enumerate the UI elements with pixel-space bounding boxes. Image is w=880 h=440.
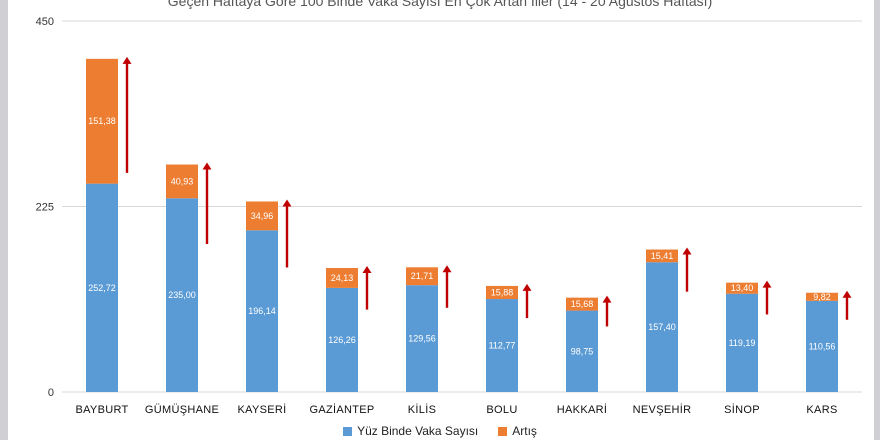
bar-1-8 (726, 282, 758, 294)
x-tick-label-2: KAYSERİ (238, 403, 287, 416)
y-tick-label-1: 225 (36, 202, 54, 214)
bar-0-1 (166, 198, 198, 392)
legend-label-series-0: Yüz Binde Vaka Sayısı (357, 424, 479, 438)
arrow-head-2 (282, 199, 292, 207)
bar-1-7 (646, 249, 678, 263)
data-label-0-0: 252,72 (88, 283, 116, 293)
data-label-0-2: 196,14 (248, 306, 276, 316)
legend-item-series-0: Yüz Binde Vaka Sayısı (343, 424, 478, 438)
x-tick-label-7: NEVŞEHİR (633, 403, 692, 416)
x-tick-label-9: KARS (806, 404, 837, 416)
y-tick-label-2: 450 (36, 16, 54, 28)
data-label-1-8: 13,40 (731, 283, 754, 293)
right-window-border (874, 0, 880, 440)
arrow-head-4 (442, 265, 452, 273)
data-label-1-2: 34,96 (251, 211, 274, 221)
arrow-head-1 (202, 162, 212, 170)
data-label-0-7: 157,40 (648, 322, 676, 332)
data-label-0-8: 119,19 (729, 338, 756, 348)
bar-1-3 (326, 268, 358, 288)
data-label-0-4: 129,56 (408, 334, 436, 344)
x-tick-label-6: HAKKARİ (557, 403, 607, 416)
data-label-0-5: 112,77 (489, 341, 516, 351)
arrow-head-9 (842, 290, 852, 298)
bar-1-1 (166, 164, 198, 199)
bar-1-4 (406, 267, 438, 286)
arrow-head-8 (762, 280, 772, 288)
bar-1-6 (566, 297, 598, 311)
bar-1-5 (486, 285, 518, 300)
x-tick-label-0: BAYBURT (75, 404, 128, 416)
data-label-1-7: 15,41 (651, 251, 674, 261)
bar-0-5 (486, 299, 518, 392)
bar-1-2 (246, 201, 278, 231)
bar-0-3 (326, 287, 358, 392)
x-tick-label-1: GÜMÜŞHANE (145, 404, 219, 416)
bar-0-2 (246, 230, 278, 392)
bar-1-0 (86, 58, 118, 184)
bar-1-9 (806, 292, 838, 301)
x-tick-label-3: GAZİANTEP (309, 403, 374, 416)
bar-0-4 (406, 285, 438, 392)
legend-label-series-1: Artış (512, 424, 537, 438)
arrow-head-7 (682, 247, 692, 255)
legend: Yüz Binde Vaka Sayısı Artış (0, 424, 880, 438)
data-label-1-1: 40,93 (171, 176, 194, 186)
bar-0-6 (566, 310, 598, 392)
data-label-1-6: 15,68 (571, 299, 594, 309)
bar-0-7 (646, 262, 678, 392)
arrow-head-5 (522, 283, 532, 291)
arrow-head-6 (602, 295, 612, 303)
bar-0-0 (86, 183, 118, 392)
bar-0-8 (726, 293, 758, 392)
left-window-border (0, 0, 8, 440)
chart-title: Geçen Haftaya Göre 100 Binde Vaka Sayısı… (167, 0, 713, 9)
data-label-0-1: 235,00 (168, 290, 196, 300)
x-tick-label-8: SİNOP (724, 403, 760, 416)
bar-0-9 (806, 300, 838, 392)
data-label-0-9: 110,56 (809, 341, 836, 351)
data-label-0-3: 126,26 (328, 335, 356, 345)
data-label-1-0: 151,38 (88, 116, 116, 126)
data-label-1-9: 9,82 (813, 292, 831, 302)
legend-swatch-series-0 (343, 426, 353, 436)
arrow-head-3 (362, 266, 372, 274)
data-label-1-3: 24,13 (331, 273, 354, 283)
arrow-head-0 (122, 56, 132, 64)
x-tick-label-4: KİLİS (408, 403, 436, 416)
legend-swatch-series-1 (498, 426, 508, 436)
y-tick-label-0: 0 (48, 387, 54, 399)
x-tick-label-5: BOLU (486, 404, 517, 416)
data-label-0-6: 98,75 (571, 346, 594, 356)
legend-item-series-1: Artış (498, 424, 537, 438)
data-label-1-5: 15,88 (491, 287, 514, 297)
data-label-1-4: 21,71 (411, 271, 434, 281)
